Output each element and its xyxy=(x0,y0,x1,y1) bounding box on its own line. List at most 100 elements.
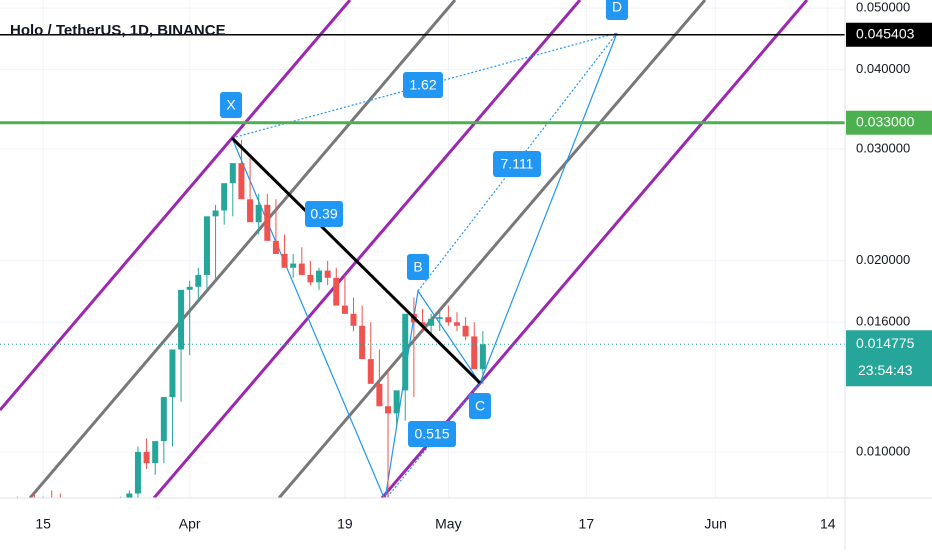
ratio-label: 7.111 xyxy=(501,156,534,172)
label-box xyxy=(606,0,628,20)
candle-body xyxy=(195,274,202,287)
candle-body xyxy=(333,277,340,306)
candle-body xyxy=(160,397,167,442)
candle-body xyxy=(324,270,331,278)
ratio-label: 1.62 xyxy=(409,77,436,93)
candle-body xyxy=(462,325,469,337)
label-box xyxy=(407,254,429,280)
candle-body xyxy=(428,318,435,326)
candle-body xyxy=(126,493,133,498)
ratio-line xyxy=(231,32,618,139)
candle-body xyxy=(169,349,176,398)
y-tick-label: 0.030000 xyxy=(856,140,910,155)
candle-body xyxy=(471,336,478,370)
candle-body xyxy=(290,263,297,268)
candle-body xyxy=(23,503,29,510)
label-box xyxy=(403,72,443,98)
x-tick-label: Jun xyxy=(704,516,727,532)
candle-body xyxy=(92,510,98,513)
candle-body xyxy=(376,383,383,407)
x-tick-label: 15 xyxy=(35,516,51,532)
candle-body xyxy=(359,325,366,360)
candle-body xyxy=(152,441,159,464)
pattern-label: X xyxy=(226,97,236,113)
candle-body xyxy=(143,451,150,464)
candle-body xyxy=(341,305,348,314)
candle-body xyxy=(100,510,106,513)
candle-body xyxy=(66,507,72,510)
ratio-line xyxy=(385,382,481,498)
x-tick-label: May xyxy=(435,516,461,532)
label-box xyxy=(305,201,343,227)
candle-body xyxy=(316,270,323,283)
candle-body xyxy=(402,313,409,391)
candle-body xyxy=(49,500,55,503)
candle-body xyxy=(238,163,245,200)
y-tick-label: 0.050000 xyxy=(856,0,910,15)
pitchfork-line xyxy=(380,0,809,498)
candle-body xyxy=(212,210,219,217)
drawings xyxy=(0,0,809,498)
candle-body xyxy=(264,204,271,241)
current-price-label: 0.014775 xyxy=(856,335,915,351)
label-box xyxy=(469,393,491,419)
candle-body xyxy=(272,240,279,254)
countdown: 23:54:43 xyxy=(858,362,913,378)
candle-body xyxy=(350,313,357,326)
pattern-label: C xyxy=(475,398,485,414)
candle-body xyxy=(298,263,305,275)
candle-body xyxy=(118,503,124,506)
candle-body xyxy=(385,406,392,414)
candle-body xyxy=(307,274,314,283)
price-label-box xyxy=(846,110,932,135)
candle-body xyxy=(445,317,452,323)
label-box xyxy=(220,92,242,118)
candle-body xyxy=(221,183,228,211)
y-tick-label: 0.040000 xyxy=(856,61,910,76)
current-price-box xyxy=(846,330,932,387)
axes: 0.050000 0.040000 0.030000 0.020000 0.016000… xyxy=(35,0,932,532)
candle-body xyxy=(419,322,426,326)
candle-body xyxy=(186,286,193,290)
candle-body xyxy=(83,507,89,510)
candle-body xyxy=(393,390,400,414)
ratio-label: 0.39 xyxy=(310,206,337,222)
candle-body xyxy=(247,199,254,223)
candle-body xyxy=(109,507,115,510)
candle-body xyxy=(479,344,486,370)
pattern-label: B xyxy=(413,259,422,275)
x-tick-label: 19 xyxy=(337,516,353,532)
x-tick-label: 14 xyxy=(820,516,836,532)
xc-line xyxy=(230,136,482,385)
y-tick-label: 0.020000 xyxy=(856,252,910,267)
pitchfork-line xyxy=(28,0,457,498)
candle-body xyxy=(14,507,20,510)
candle-body xyxy=(57,503,63,506)
candle-body xyxy=(31,503,37,506)
candle-body xyxy=(134,451,141,494)
price-label: 0.033000 xyxy=(856,113,915,129)
x-tick-label: Apr xyxy=(179,516,201,532)
ratio-label: 0.515 xyxy=(414,426,449,442)
candle-body xyxy=(178,289,185,350)
y-tick-label: 0.016000 xyxy=(856,314,910,329)
candles xyxy=(0,139,845,516)
candle-body xyxy=(203,216,210,275)
y-tick-label: 0.010000 xyxy=(856,443,910,458)
price-label: 0.045403 xyxy=(856,25,915,41)
candle-body xyxy=(6,507,12,514)
candle-body xyxy=(0,513,3,516)
chart-title: Holo / TetherUS, 1D, BINANCE xyxy=(10,22,226,39)
candle-body xyxy=(436,317,443,319)
pitchfork-line xyxy=(0,0,352,411)
candle-body xyxy=(229,163,236,184)
pattern-overlay: X B C D 1.62 0.39 7.111 0.515 xyxy=(220,0,628,447)
candle-body xyxy=(255,204,262,223)
candle-body xyxy=(367,359,374,384)
pitchfork-line xyxy=(277,0,707,498)
x-tick-label: 17 xyxy=(579,516,595,532)
label-box xyxy=(408,421,456,447)
pattern-label: D xyxy=(612,0,622,15)
price-label-box xyxy=(846,22,932,47)
